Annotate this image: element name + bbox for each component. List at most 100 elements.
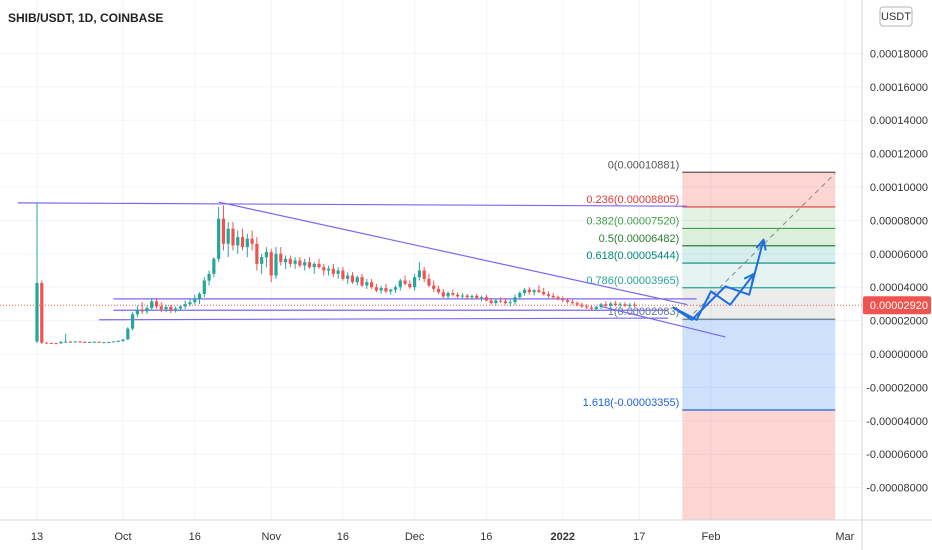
- candle-body: [264, 252, 269, 258]
- candle: [355, 275, 359, 286]
- candle: [513, 294, 517, 305]
- candle: [197, 292, 202, 304]
- candle-body: [97, 341, 101, 343]
- candle-body: [398, 280, 402, 288]
- candle-body: [121, 339, 125, 341]
- candle-body: [441, 292, 445, 297]
- candle-body: [40, 283, 44, 343]
- candle: [178, 305, 182, 311]
- fib-zone-1: [682, 206, 836, 229]
- candle: [78, 340, 82, 343]
- candle-body: [484, 297, 488, 301]
- candle-body: [546, 294, 551, 296]
- arrow-lower: [672, 273, 755, 321]
- candle: [570, 299, 574, 305]
- candle: [169, 304, 173, 314]
- price-axis-bg: [862, 0, 932, 550]
- candle-body: [365, 282, 369, 286]
- last-price-text: 0.00002920: [870, 300, 928, 312]
- candle: [580, 302, 584, 309]
- candle-body: [188, 302, 192, 305]
- candle: [111, 341, 116, 343]
- arrow-upper: [672, 239, 765, 321]
- candle: [460, 293, 465, 299]
- candle: [556, 295, 560, 301]
- candle-body: [518, 293, 522, 298]
- candle-body: [355, 277, 359, 283]
- candle-body: [336, 270, 340, 274]
- time-axis-bg: [0, 520, 932, 550]
- candle-body: [542, 291, 546, 295]
- candle: [102, 341, 106, 344]
- candle-body: [317, 263, 321, 268]
- fib-label-0: 0(0.00010881): [608, 159, 680, 171]
- candle: [518, 291, 522, 300]
- y-tick-label: 0.00000000: [870, 349, 928, 361]
- x-tick-label: Feb: [701, 531, 720, 543]
- candle-body: [632, 304, 637, 306]
- candle-body: [312, 263, 316, 268]
- candle-body: [436, 288, 441, 293]
- candle: [221, 205, 226, 251]
- candle-body: [322, 267, 326, 271]
- candle: [575, 301, 579, 307]
- candle-body: [618, 304, 622, 306]
- candle-body: [446, 293, 450, 297]
- candle-body: [604, 304, 608, 306]
- candle: [188, 298, 192, 307]
- candle: [365, 278, 369, 289]
- candle: [279, 247, 283, 266]
- candle: [87, 341, 92, 343]
- candle: [245, 233, 249, 258]
- candle: [193, 294, 197, 305]
- candle: [264, 247, 269, 268]
- candle: [446, 291, 450, 299]
- candle-body: [221, 218, 226, 244]
- candle: [623, 302, 627, 307]
- candle-body: [236, 237, 240, 246]
- trendlines: [17, 172, 836, 338]
- candle-body: [83, 341, 87, 343]
- candle: [145, 305, 149, 314]
- candle-body: [212, 258, 216, 274]
- candle-body: [111, 341, 116, 343]
- fib-zone-ext: [682, 410, 836, 520]
- candle-body: [499, 300, 503, 302]
- y-tick-label: 0.00018000: [870, 48, 928, 60]
- candle-body: [49, 342, 53, 344]
- candle-body: [135, 309, 139, 315]
- y-tick-label: 0.00004000: [870, 282, 928, 294]
- candle: [307, 257, 312, 269]
- fib-label-6: 1(0.00002083): [608, 306, 680, 318]
- fib-label-5: 0.786(0.00003965): [586, 275, 679, 287]
- candle: [298, 257, 302, 268]
- fib-label-7: 1.618(-0.00003355): [583, 397, 680, 409]
- candle: [159, 302, 163, 313]
- chart-title: SHIB/USDT, 1D, COINBASE: [8, 11, 163, 25]
- candle: [451, 289, 455, 297]
- x-tick-label: 2022: [551, 531, 575, 543]
- candle-body: [326, 268, 331, 271]
- candle-body: [465, 295, 469, 298]
- candle-body: [288, 258, 292, 264]
- y-tick-label: 0.00016000: [870, 82, 928, 94]
- x-tick-label: Mar: [835, 531, 854, 543]
- x-tick-label: 16: [189, 531, 201, 543]
- candle: [360, 273, 364, 288]
- candle: [456, 292, 460, 299]
- candle-body: [360, 277, 364, 286]
- projection-arrows: [672, 238, 767, 321]
- candle: [154, 298, 159, 309]
- candle-body: [628, 304, 632, 306]
- candle-body: [374, 287, 378, 291]
- candle-body: [580, 304, 584, 307]
- candle: [121, 338, 125, 342]
- candle: [609, 301, 613, 309]
- candle-body: [164, 306, 168, 310]
- candle-body: [59, 341, 63, 344]
- fib-zone-6: [682, 319, 836, 411]
- y-tick-label: 0.00014000: [870, 115, 928, 127]
- candle-body: [183, 304, 187, 307]
- candle-body: [178, 306, 182, 309]
